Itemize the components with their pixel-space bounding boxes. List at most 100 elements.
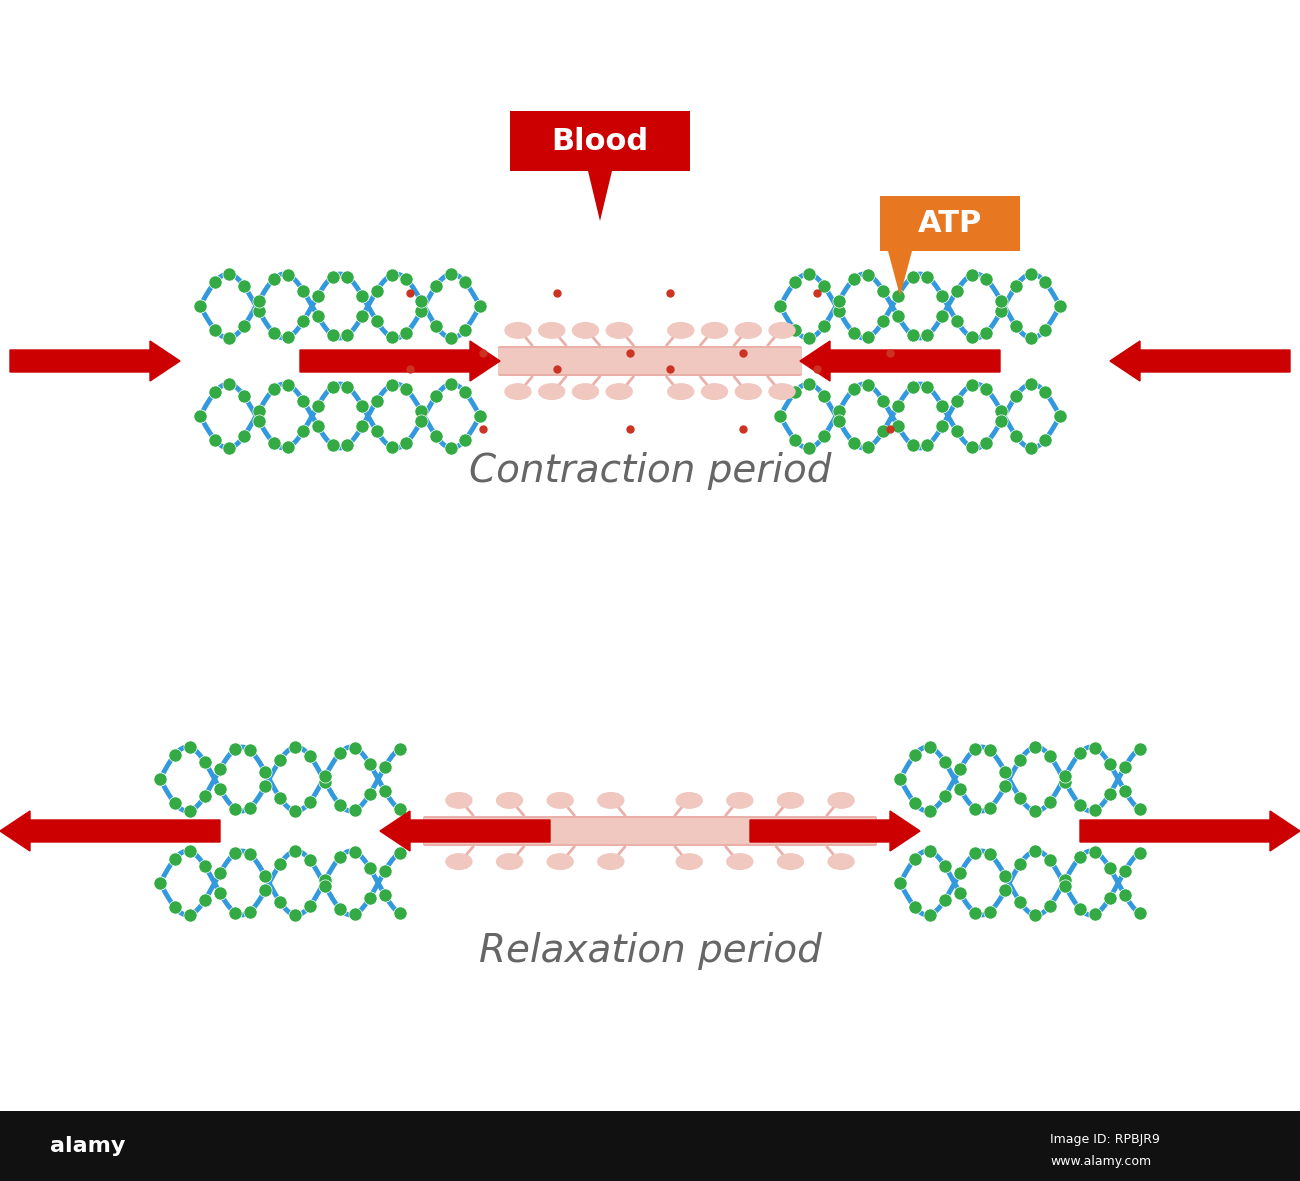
Point [195,890,216,909]
Point [946,422,967,441]
Point [425,317,446,335]
Polygon shape [588,171,612,221]
Point [994,881,1015,900]
Point [1054,766,1075,785]
Point [469,406,490,425]
Point [1024,738,1045,757]
Point [1020,265,1041,283]
Text: Relaxation period: Relaxation period [478,932,822,970]
Point [278,376,299,394]
Point [396,433,417,452]
Point [190,406,211,425]
Point [980,740,1001,759]
Point [220,328,240,347]
Point [620,419,641,438]
Text: ATP: ATP [918,209,982,239]
Point [1100,888,1121,907]
Point [322,326,343,345]
Ellipse shape [727,854,753,869]
Point [455,273,476,292]
Point [1010,855,1031,874]
Point [381,327,402,346]
FancyBboxPatch shape [880,196,1020,252]
Point [888,286,909,305]
Point [976,324,997,342]
Point [946,312,967,331]
Point [179,905,200,924]
Point [292,391,313,410]
Point [961,266,982,285]
Point [806,359,827,378]
Point [337,267,358,286]
Point [828,402,849,420]
Point [292,281,313,300]
Point [1005,276,1026,295]
Point [204,383,225,402]
Point [150,770,170,789]
Point [299,792,320,811]
Point [264,269,285,288]
Point [902,267,923,286]
Point [1005,426,1026,445]
Point [1054,772,1075,791]
Point [315,772,335,791]
Point [367,312,387,331]
FancyArrow shape [10,341,179,381]
Point [299,896,320,915]
Point [396,324,417,342]
Point [919,801,940,820]
Point [308,396,329,415]
Point [1005,317,1026,335]
Point [322,377,343,396]
Point [255,777,276,796]
Point [1130,800,1150,818]
Ellipse shape [702,322,728,338]
Point [872,312,893,331]
Point [269,893,290,912]
Point [1054,872,1075,890]
Point [209,863,230,882]
Point [204,273,225,292]
Ellipse shape [702,384,728,399]
Point [255,881,276,900]
Point [889,770,910,789]
Ellipse shape [736,322,762,338]
Point [814,426,835,445]
Point [1040,746,1061,765]
Point [190,406,211,425]
Point [902,377,923,396]
Point [204,320,225,339]
Point [399,359,420,378]
Point [209,779,230,798]
Point [770,406,790,425]
Point [800,328,820,347]
Point [344,842,365,861]
Point [1084,842,1105,861]
Ellipse shape [538,322,564,338]
Point [292,422,313,441]
Point [411,402,432,420]
Point [800,374,820,393]
Point [889,874,910,893]
Point [308,286,329,305]
Point [204,430,225,449]
Point [994,866,1015,885]
Point [965,800,985,818]
Point [374,886,395,905]
Point [330,796,351,815]
Point [225,903,246,922]
Point [390,739,411,758]
Point [1035,430,1056,449]
Ellipse shape [828,792,854,808]
Point [248,302,269,321]
Point [367,422,387,441]
Point [469,296,490,315]
Point [269,789,290,808]
FancyBboxPatch shape [0,1111,1300,1181]
Point [844,269,865,288]
Point [916,267,937,286]
Point [455,430,476,449]
Point [1114,757,1135,776]
Point [344,801,365,820]
Point [919,905,940,924]
